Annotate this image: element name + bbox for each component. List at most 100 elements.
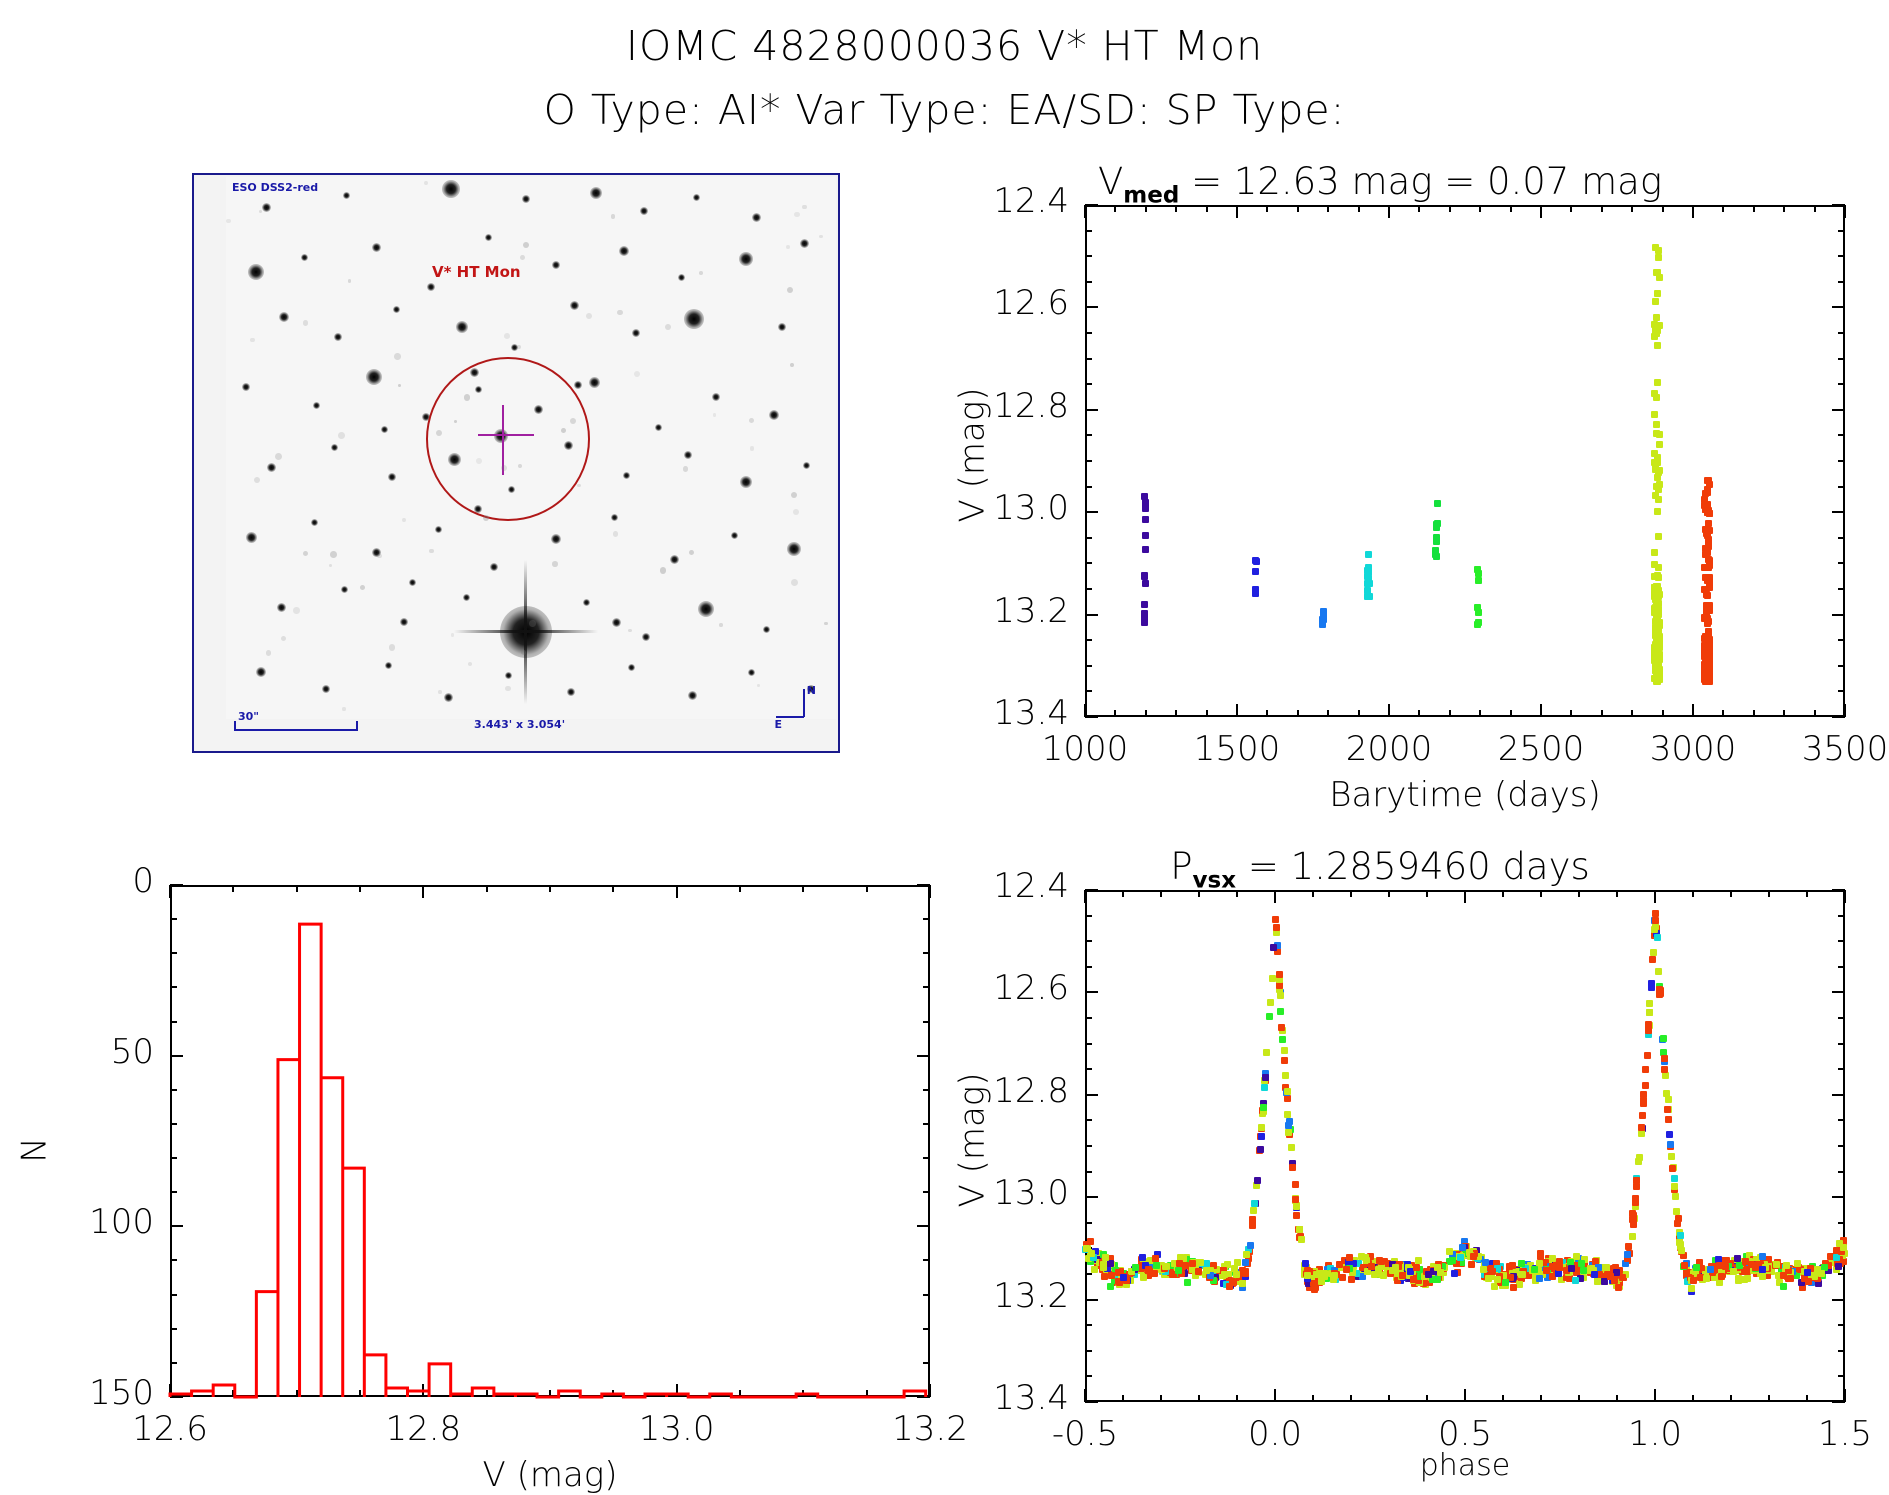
data-point [1201, 1271, 1209, 1279]
axis-minor-tick [1160, 1395, 1162, 1402]
axis-minor-tick [923, 918, 930, 921]
finder-chart-sky-image [226, 177, 836, 719]
data-point [1591, 1257, 1599, 1265]
axis-minor-tick [1085, 357, 1092, 360]
axis-minor-tick [1838, 639, 1845, 642]
axis-minor-tick [1768, 1395, 1770, 1402]
axis-minor-tick [1085, 940, 1092, 943]
axis-minor-tick [1661, 205, 1664, 212]
data-point [1281, 1071, 1289, 1079]
axis-tick [929, 1384, 931, 1397]
data-point [1233, 1271, 1241, 1279]
data-point [1489, 1260, 1497, 1268]
data-point [1652, 675, 1660, 683]
data-point [1556, 1263, 1564, 1271]
data-point [1284, 1110, 1292, 1118]
axis-minor-tick [1806, 1395, 1808, 1402]
axis-minor-tick [1266, 205, 1269, 212]
data-point [1652, 922, 1660, 930]
axis-tick [1085, 1093, 1098, 1096]
axis-minor-tick [1479, 710, 1482, 717]
data-point [1140, 493, 1148, 501]
axis-minor-tick [1085, 383, 1092, 386]
data-point [1181, 1262, 1189, 1270]
axis-tick [1832, 1298, 1845, 1301]
data-point [1632, 1177, 1640, 1185]
data-point [1580, 1255, 1588, 1263]
axis-minor-tick [295, 885, 298, 892]
data-point [1140, 619, 1148, 627]
data-point [1669, 1165, 1677, 1173]
axis-tick [1844, 704, 1846, 717]
data-point [1152, 1255, 1160, 1263]
axis-minor-tick [1426, 890, 1428, 897]
data-point [1655, 467, 1663, 475]
data-point [1141, 1261, 1149, 1269]
axis-minor-tick [612, 1390, 615, 1397]
data-point [1667, 1140, 1675, 1148]
data-point [1280, 1057, 1288, 1065]
data-point [1433, 1276, 1441, 1284]
axis-minor-tick [1722, 205, 1725, 212]
data-point [1758, 1252, 1766, 1260]
data-point [1146, 1261, 1154, 1269]
axis-tick [1236, 205, 1238, 218]
data-point [1780, 1282, 1788, 1290]
data-point [1701, 563, 1709, 571]
data-point [1313, 1274, 1321, 1282]
data-point [1652, 583, 1660, 591]
data-point [1653, 934, 1661, 942]
axis-minor-tick [1838, 485, 1845, 488]
data-point [1272, 928, 1280, 936]
data-point [1705, 520, 1713, 528]
data-point [1665, 1130, 1673, 1138]
axis-minor-tick [170, 1191, 177, 1194]
data-point [1474, 577, 1482, 585]
data-point [1188, 1259, 1196, 1267]
y-axis-tick-label: 13.0 [993, 1173, 1069, 1214]
axis-tick [1832, 1196, 1845, 1199]
data-point [1704, 669, 1712, 677]
axis-minor-tick [1783, 205, 1786, 212]
data-point [1414, 1276, 1422, 1284]
axis-minor-tick [1198, 1395, 1200, 1402]
axis-minor-tick [485, 1390, 488, 1397]
data-point [1664, 1106, 1671, 1114]
data-point [1260, 1104, 1267, 1112]
data-point [1115, 1278, 1123, 1286]
y-axis-tick-label: 100 [89, 1202, 154, 1243]
data-point [1705, 564, 1713, 572]
axis-minor-tick [1570, 710, 1573, 717]
data-point [1140, 1274, 1148, 1282]
x-axis-tick-label: 13.0 [638, 1409, 715, 1449]
data-point [1772, 1260, 1780, 1268]
data-point [1710, 1273, 1718, 1281]
page-header: IOMC 4828000036 V* HT Mon O Type: AI* Va… [0, 0, 1889, 134]
axis-minor-tick [1175, 710, 1178, 717]
axis-minor-tick [1085, 280, 1092, 283]
axis-minor-tick [923, 1259, 930, 1262]
data-point [1420, 1272, 1428, 1280]
data-point [1249, 1222, 1256, 1229]
axis-minor-tick [359, 1390, 361, 1397]
data-point [1746, 1251, 1754, 1259]
data-point [1100, 1272, 1108, 1280]
axis-minor-tick [1838, 588, 1845, 590]
light-curve-title: Vmed = 12.63 mag = 0.07 mag [1097, 160, 1663, 209]
data-point [1210, 1261, 1218, 1269]
data-point [1646, 1000, 1654, 1008]
axis-tick [1844, 1389, 1846, 1402]
data-point [1735, 1276, 1743, 1284]
data-point [1703, 591, 1711, 599]
data-point [1595, 1263, 1603, 1271]
data-point [1676, 1239, 1684, 1247]
axis-minor-tick [1236, 890, 1238, 897]
data-point [1652, 916, 1660, 924]
axis-minor-tick [1312, 890, 1314, 897]
data-point [1320, 1269, 1328, 1277]
y-axis-tick-label: 150 [89, 1373, 154, 1413]
axis-minor-tick [1085, 1221, 1092, 1224]
data-point [1101, 1253, 1109, 1261]
data-point [1624, 1251, 1632, 1259]
axis-minor-tick [1085, 690, 1092, 693]
